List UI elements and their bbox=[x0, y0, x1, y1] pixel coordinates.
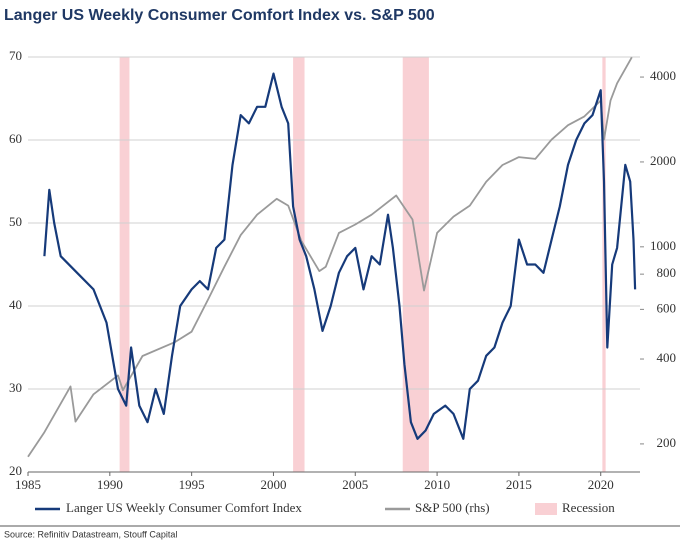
x-tick-label: 2020 bbox=[588, 477, 614, 492]
y2-tick-label: 200 bbox=[657, 435, 677, 450]
y-tick-label: 70 bbox=[9, 48, 22, 63]
y-tick-label: 40 bbox=[9, 297, 22, 312]
y-tick-label: 20 bbox=[9, 463, 22, 478]
series-line bbox=[27, 56, 633, 458]
source: Source: Refinitiv Datastream, Stouff Cap… bbox=[4, 529, 177, 539]
recession-band bbox=[602, 57, 606, 472]
x-tick-label: 2015 bbox=[506, 477, 532, 492]
y-tick-label: 50 bbox=[9, 214, 22, 229]
x-tick-label: 1995 bbox=[179, 477, 205, 492]
y2-tick-label: 600 bbox=[657, 300, 677, 315]
y2-tick-label: 400 bbox=[657, 350, 677, 365]
x-tick-label: 1985 bbox=[15, 477, 41, 492]
y-tick-label: 30 bbox=[9, 380, 22, 395]
y2-tick-label: 4000 bbox=[650, 68, 676, 83]
legend-label: Recession bbox=[562, 500, 615, 515]
y2-tick-label: 2000 bbox=[650, 153, 676, 168]
y-tick-label: 60 bbox=[9, 131, 22, 146]
legend-swatch bbox=[535, 503, 557, 515]
recession-band bbox=[119, 57, 130, 472]
legend-label: S&P 500 (rhs) bbox=[415, 500, 490, 515]
x-tick-label: 2010 bbox=[424, 477, 450, 492]
y2-tick-label: 800 bbox=[657, 265, 677, 280]
y2-tick-label: 1000 bbox=[650, 238, 676, 253]
recession-band bbox=[293, 57, 305, 472]
series-line bbox=[43, 72, 637, 440]
x-tick-label: 2005 bbox=[342, 477, 368, 492]
chart-title: Langer US Weekly Consumer Comfort Index … bbox=[4, 7, 435, 24]
x-tick-label: 2000 bbox=[260, 477, 286, 492]
legend-label: Langer US Weekly Consumer Comfort Index bbox=[66, 500, 302, 515]
recession-band bbox=[402, 57, 429, 472]
x-tick-label: 1990 bbox=[97, 477, 123, 492]
